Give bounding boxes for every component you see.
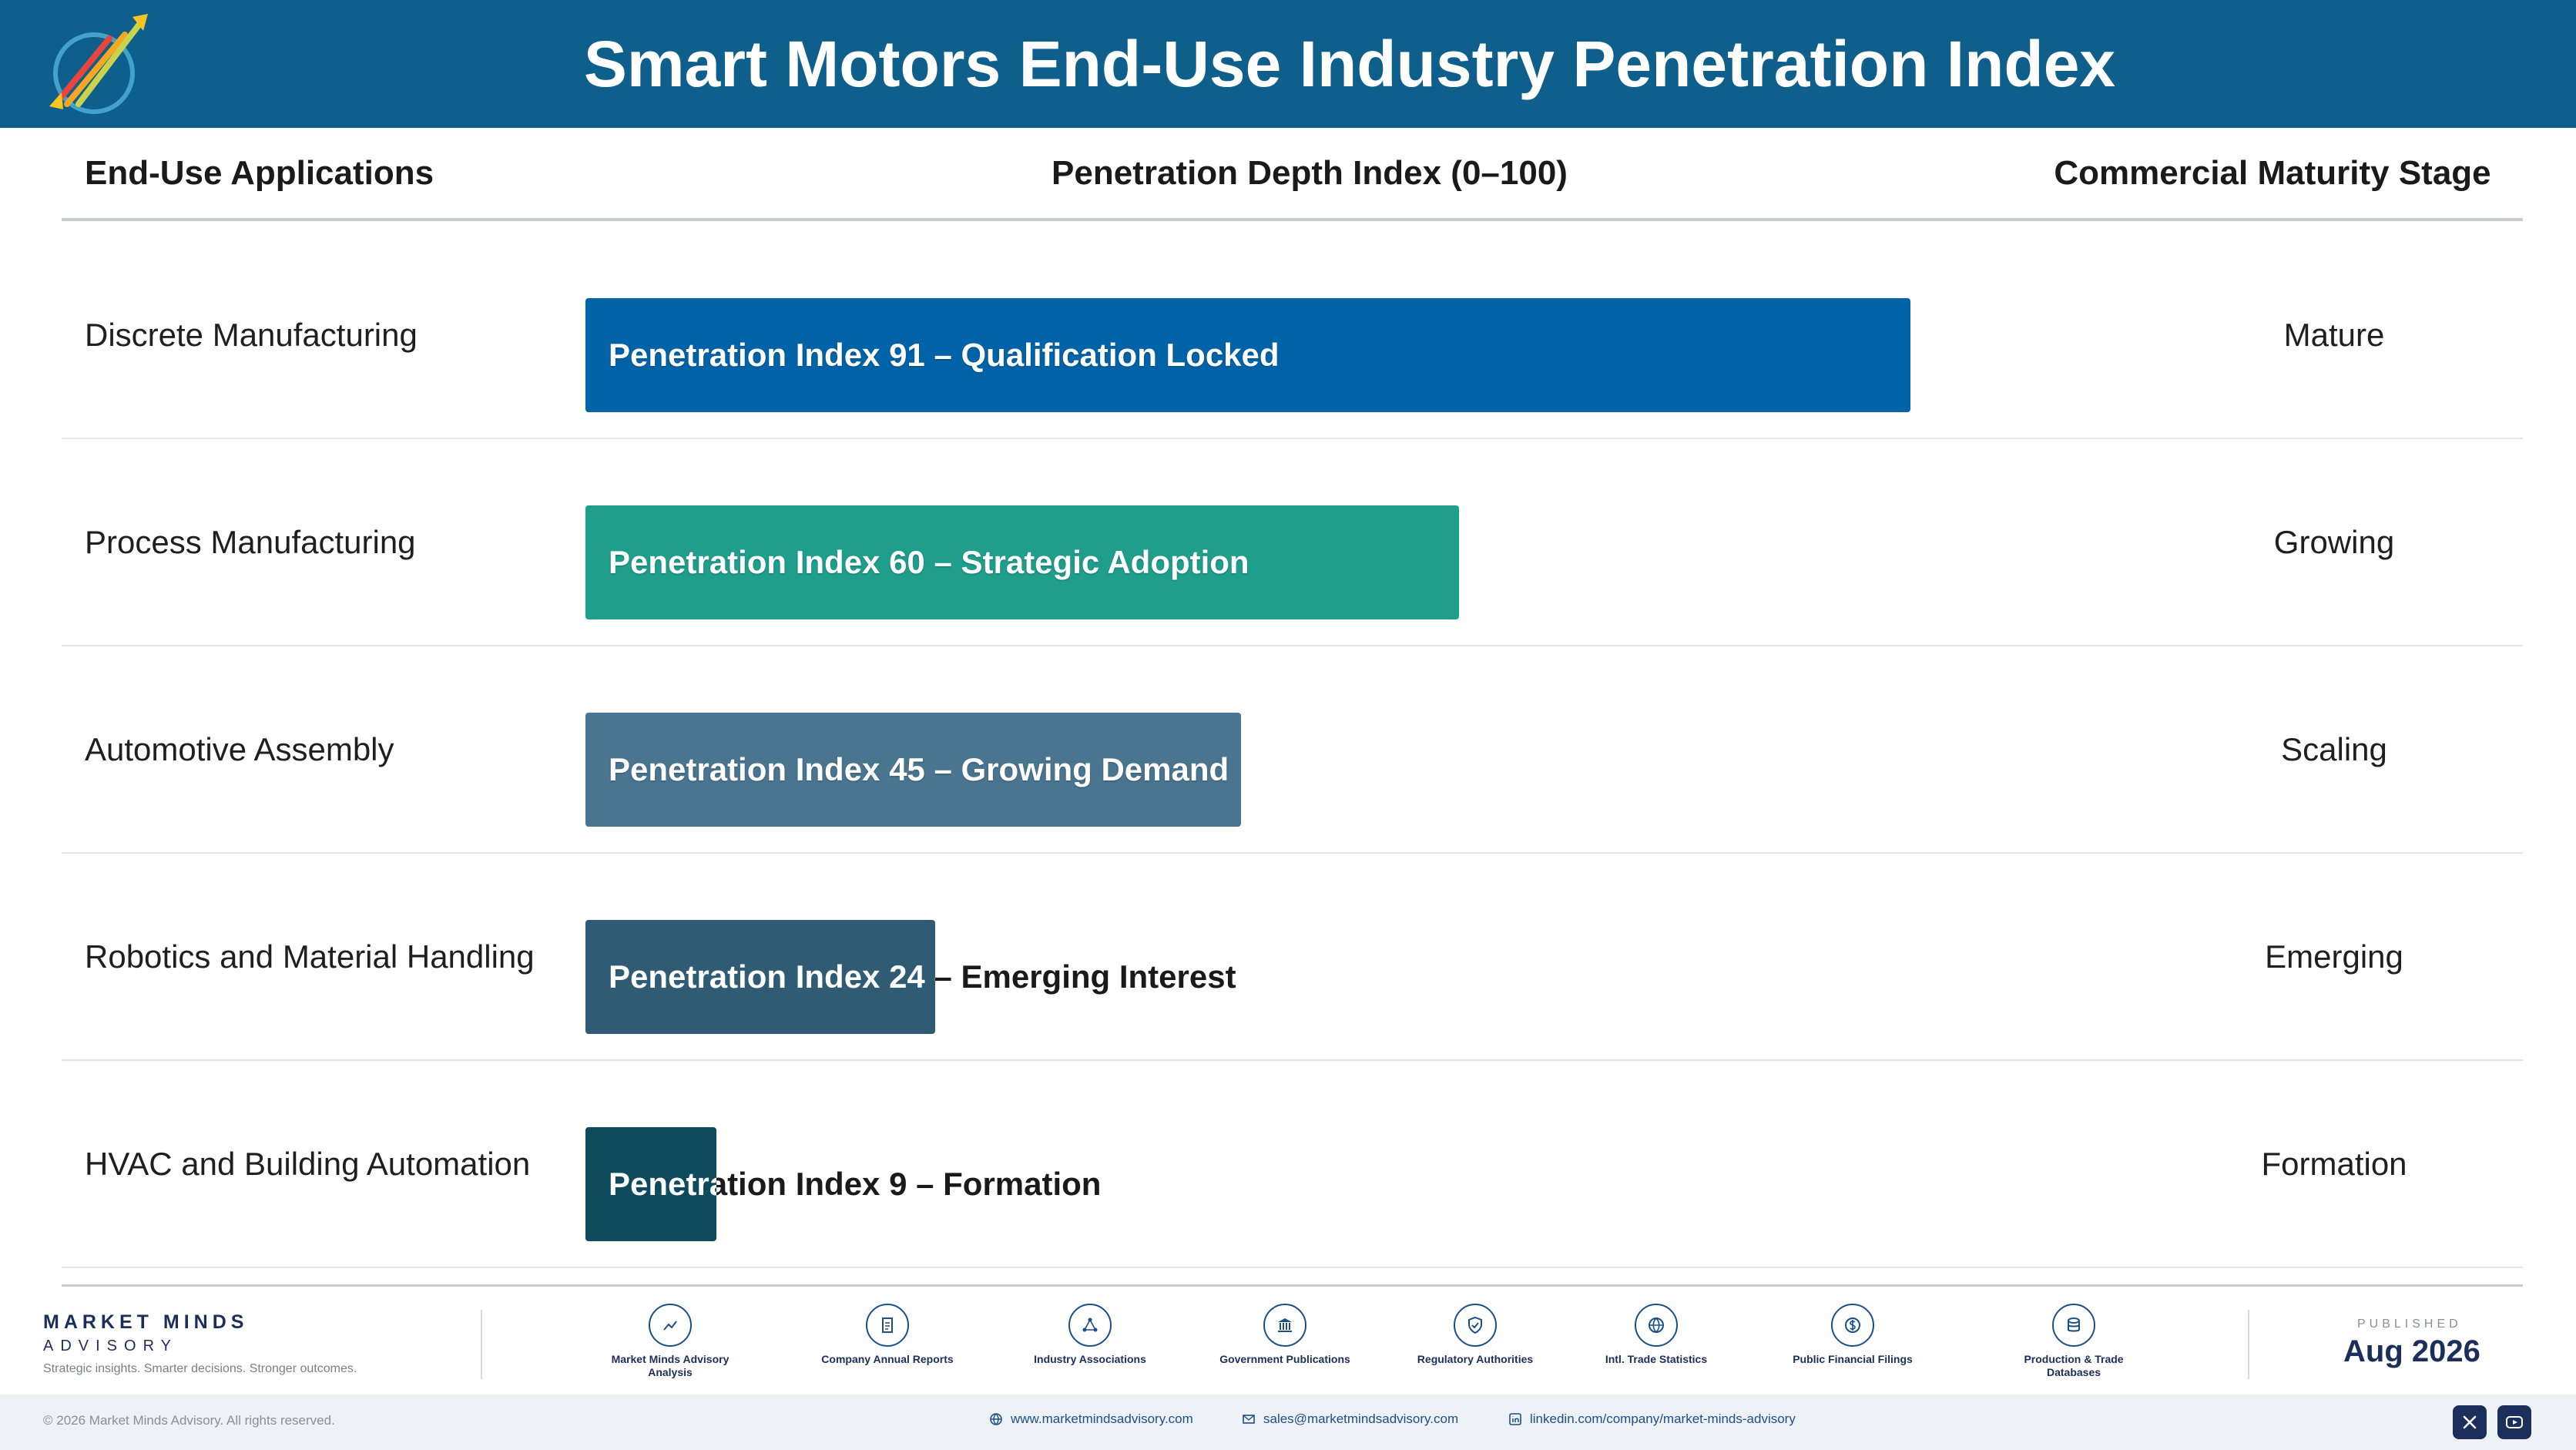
source-item: Company Annual Reports	[810, 1304, 964, 1366]
maturity-stage: Formation	[2261, 1145, 2407, 1182]
email-link[interactable]: sales@marketmindsadvisory.com	[1242, 1411, 1458, 1427]
website-text: www.marketmindsadvisory.com	[1011, 1411, 1193, 1426]
chart-row: Process Manufacturing Penetration Index 6…	[62, 439, 2523, 646]
application-label: Process Manufacturing	[85, 523, 416, 560]
source-item: Public Financial Filings	[1776, 1304, 1930, 1366]
source-item: Government Publications	[1208, 1304, 1362, 1366]
source-label: Market Minds Advisory Analysis	[611, 1353, 730, 1378]
chart-row: HVAC and Building Automation Penetration …	[62, 1061, 2523, 1268]
x-logo-icon	[2463, 1415, 2477, 1429]
source-label: Company Annual Reports	[821, 1353, 954, 1365]
header-divider	[62, 218, 2523, 221]
column-header-penetration: Penetration Depth Index (0–100)	[1052, 154, 1568, 192]
brand-tagline: Strategic insights. Smarter decisions. S…	[43, 1362, 357, 1375]
penetration-bar	[585, 1127, 716, 1241]
source-label: Intl. Trade Statistics	[1605, 1353, 1708, 1365]
source-label: Government Publications	[1219, 1353, 1350, 1365]
brand-name: MARKET MINDS	[43, 1311, 249, 1333]
website-link[interactable]: www.marketmindsadvisory.com	[989, 1411, 1193, 1427]
published-date: Aug 2026	[2343, 1334, 2480, 1368]
source-item: Market Minds Advisory Analysis	[593, 1304, 747, 1379]
source-item: Regulatory Authorities	[1398, 1304, 1552, 1366]
source-label: Public Financial Filings	[1793, 1353, 1913, 1365]
source-label: Industry Associations	[1034, 1353, 1146, 1365]
column-header-maturity: Commercial Maturity Stage	[2054, 154, 2491, 192]
globe-icon	[990, 1413, 1002, 1425]
penetration-bar	[585, 298, 1910, 412]
youtube-social-button[interactable]	[2497, 1405, 2531, 1439]
x-social-button[interactable]	[2453, 1405, 2487, 1439]
bar-data-label: Penetration Index 60 – Strategic Adoptio…	[609, 544, 1249, 580]
youtube-icon	[2506, 1416, 2523, 1428]
linkedin-link[interactable]: linkedin.com/company/market-minds-adviso…	[1508, 1411, 1796, 1427]
penetration-bar	[585, 713, 1241, 827]
mail-icon	[1243, 1415, 1255, 1424]
maturity-stage: Emerging	[2265, 938, 2403, 975]
footer-divider	[481, 1310, 482, 1379]
linkedin-text: linkedin.com/company/market-minds-adviso…	[1530, 1411, 1796, 1426]
penetration-bar	[585, 505, 1459, 619]
page-title: Smart Motors End-Use Industry Penetratio…	[583, 28, 2116, 100]
shield-check-icon	[1454, 1304, 1497, 1347]
chart-bottom-divider	[62, 1284, 2523, 1287]
published-label: PUBLISHED	[2357, 1317, 2462, 1331]
maturity-stage: Mature	[2283, 316, 2385, 353]
header-banner: Smart Motors End-Use Industry Penetratio…	[0, 0, 2576, 128]
globe-icon	[1635, 1304, 1678, 1347]
market-minds-logo-icon	[49, 14, 148, 114]
currency-icon	[1831, 1304, 1874, 1347]
source-label: Production & Trade Databases	[2024, 1353, 2124, 1378]
bar-data-label: Penetration Index 24 – Emerging Interest	[609, 920, 1236, 1034]
chart-row: Automotive Assembly Penetration Index 45 …	[62, 646, 2523, 854]
source-label: Regulatory Authorities	[1417, 1353, 1534, 1365]
application-label: Robotics and Material Handling	[85, 938, 535, 975]
brand-subtitle: ADVISORY	[43, 1338, 178, 1354]
email-text: sales@marketmindsadvisory.com	[1263, 1411, 1459, 1426]
maturity-stage: Scaling	[2281, 730, 2387, 767]
chart-trend-icon	[649, 1304, 692, 1347]
database-icon	[2052, 1304, 2095, 1347]
column-header-applications: End-Use Applications	[85, 154, 434, 192]
source-item: Intl. Trade Statistics	[1579, 1304, 1733, 1366]
bar-data-label: Penetration Index 9 – Formation	[609, 1127, 1101, 1241]
document-icon	[866, 1304, 909, 1347]
maturity-stage: Growing	[2273, 523, 2395, 560]
government-building-icon	[1263, 1304, 1306, 1347]
footer-bottom-bar: © 2026 Market Minds Advisory. All rights…	[0, 1395, 2576, 1450]
linkedin-icon	[1509, 1413, 1521, 1425]
bar-data-label: Penetration Index 45 – Growing Demand	[609, 751, 1229, 787]
application-label: HVAC and Building Automation	[85, 1145, 531, 1182]
bar-data-label: Penetration Index 91 – Qualification Loc…	[609, 337, 1280, 373]
application-label: Automotive Assembly	[85, 730, 394, 767]
network-icon	[1068, 1304, 1112, 1347]
source-item: Industry Associations	[1013, 1304, 1167, 1366]
application-label: Discrete Manufacturing	[85, 316, 418, 353]
penetration-bar	[585, 920, 935, 1034]
footer: MARKET MINDS ADVISORY Strategic insights…	[0, 1294, 2576, 1450]
copyright-text: © 2026 Market Minds Advisory. All rights…	[43, 1413, 335, 1428]
footer-divider	[2248, 1310, 2249, 1379]
chart-row: Discrete Manufacturing Penetration Index …	[62, 232, 2523, 439]
chart-row: Robotics and Material Handling Penetratio…	[62, 854, 2523, 1061]
source-item: Production & Trade Databases	[1997, 1304, 2151, 1379]
